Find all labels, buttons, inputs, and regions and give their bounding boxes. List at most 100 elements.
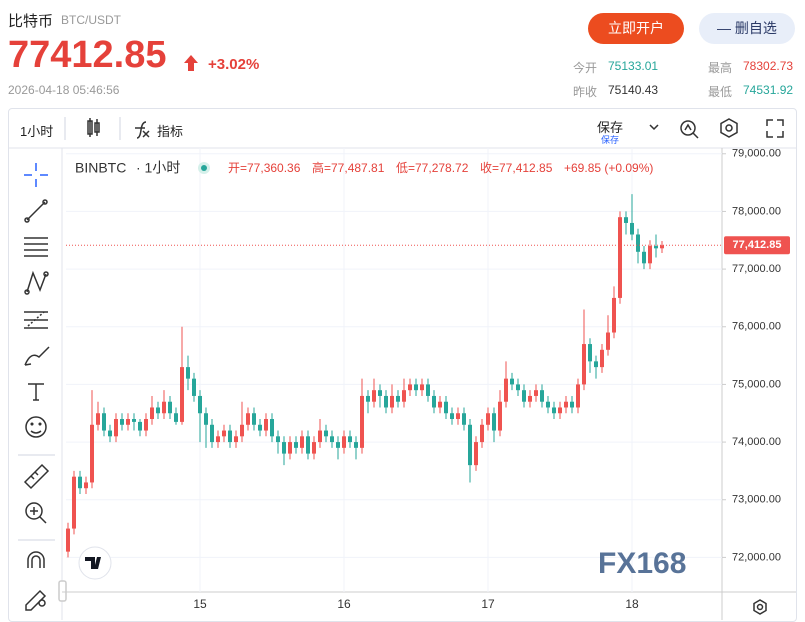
candle-body xyxy=(624,217,628,223)
x-tick-label: 18 xyxy=(625,597,639,611)
candle-body xyxy=(516,384,520,391)
candle-body xyxy=(390,395,394,408)
candle-body xyxy=(618,217,622,298)
candle-body xyxy=(396,395,400,402)
candle-body xyxy=(72,476,76,529)
candle-body xyxy=(252,413,256,425)
change: +3.02% xyxy=(208,56,260,73)
candle-body xyxy=(318,430,322,443)
interval-button[interactable]: 1小时 xyxy=(20,124,54,139)
candle-body xyxy=(522,390,526,402)
candle-body xyxy=(654,246,658,249)
candle-body xyxy=(324,430,328,437)
remove-watch-button[interactable]: — 删自选 xyxy=(699,13,795,44)
candle-body xyxy=(330,436,334,443)
candle-body xyxy=(480,424,484,443)
ohlc-value: 低=77,278.72 xyxy=(396,161,469,175)
status-dot xyxy=(201,165,207,171)
candle-body xyxy=(216,436,220,443)
candle-body xyxy=(402,390,406,402)
candle-body xyxy=(582,344,586,385)
candle-body xyxy=(132,419,136,422)
candle-body xyxy=(492,413,496,431)
last-price-label: 77,412.85 xyxy=(733,239,782,251)
candle-body xyxy=(210,424,214,443)
candle-body xyxy=(96,413,100,425)
y-tick-label: 79,000.00 xyxy=(732,148,781,160)
price: 77412.85 xyxy=(8,34,167,76)
indicators-button[interactable]: 指标 xyxy=(157,124,184,139)
x-tick-label: 15 xyxy=(193,597,207,611)
candle-body xyxy=(564,401,568,408)
candle-body xyxy=(450,413,454,420)
candle-body xyxy=(228,430,232,443)
candle-body xyxy=(312,442,316,454)
candle-body xyxy=(156,407,160,414)
candle-body xyxy=(66,528,70,552)
candle-body xyxy=(468,424,472,466)
candle-body xyxy=(348,436,352,443)
candle-body xyxy=(378,390,382,396)
candle-body xyxy=(234,436,238,443)
y-tick-label: 72,000.00 xyxy=(732,551,781,563)
candle-body xyxy=(108,430,112,437)
symbol: BINBTC xyxy=(75,160,126,176)
candle-body xyxy=(150,407,154,420)
candle-body xyxy=(240,424,244,437)
candle-body xyxy=(354,442,358,448)
candle-body xyxy=(636,234,640,252)
candle-body xyxy=(162,401,166,414)
candle-body xyxy=(426,384,430,396)
stat-value: 78302.73 xyxy=(743,59,794,73)
candle-body xyxy=(126,419,130,425)
candle-body xyxy=(660,245,664,249)
candle-body xyxy=(78,476,82,489)
up-arrow xyxy=(184,55,198,71)
y-tick-label: 78,000.00 xyxy=(732,205,781,217)
candle-body xyxy=(246,413,250,425)
y-tick-label: 76,000.00 xyxy=(732,321,781,333)
drawing-tools xyxy=(18,163,67,611)
candle-body xyxy=(540,390,544,402)
ohlc-value: 开=77,360.36 xyxy=(228,161,301,175)
open-account-button[interactable]: 立即开户 xyxy=(588,13,684,44)
stat-label: 最低 xyxy=(708,85,733,99)
candle-body xyxy=(546,401,550,408)
last-price-box xyxy=(724,236,790,255)
candle-body xyxy=(384,395,388,408)
candle-body xyxy=(264,419,268,431)
y-tick-label: 74,000.00 xyxy=(732,436,781,448)
candle-body xyxy=(570,401,574,408)
ohlc-value: +69.85 (+0.09%) xyxy=(564,161,653,175)
candle-body xyxy=(168,401,172,414)
candle-body xyxy=(258,424,262,431)
candle-body xyxy=(270,419,274,437)
candles xyxy=(66,194,664,558)
interval-label: · 1小时 xyxy=(136,160,180,176)
candle-body xyxy=(504,378,508,402)
candle-body xyxy=(222,430,226,437)
candle-body xyxy=(204,413,208,425)
candle-body xyxy=(138,421,142,431)
candle-body xyxy=(630,222,634,235)
candle-body xyxy=(90,424,94,483)
candle-body xyxy=(414,384,418,391)
y-tick-label: 77,000.00 xyxy=(732,263,781,275)
candle-body xyxy=(288,442,292,454)
stat-label: 今开 xyxy=(573,61,598,75)
candle-body xyxy=(486,413,490,425)
candle-body xyxy=(588,344,592,362)
candle-body xyxy=(456,413,460,420)
stat-label: 昨收 xyxy=(573,85,598,99)
ohlc-value: 高=77,487.81 xyxy=(312,160,385,175)
candle-body xyxy=(534,390,538,396)
save-sub: 保存 xyxy=(601,135,620,145)
candle-body xyxy=(642,251,646,264)
save-button[interactable]: 保存 xyxy=(597,120,624,135)
tv-logo xyxy=(78,546,112,580)
watermark: FX168 xyxy=(598,547,686,580)
candle-body xyxy=(294,442,298,448)
settings-icon[interactable] xyxy=(753,599,767,615)
candle-body xyxy=(144,419,148,431)
